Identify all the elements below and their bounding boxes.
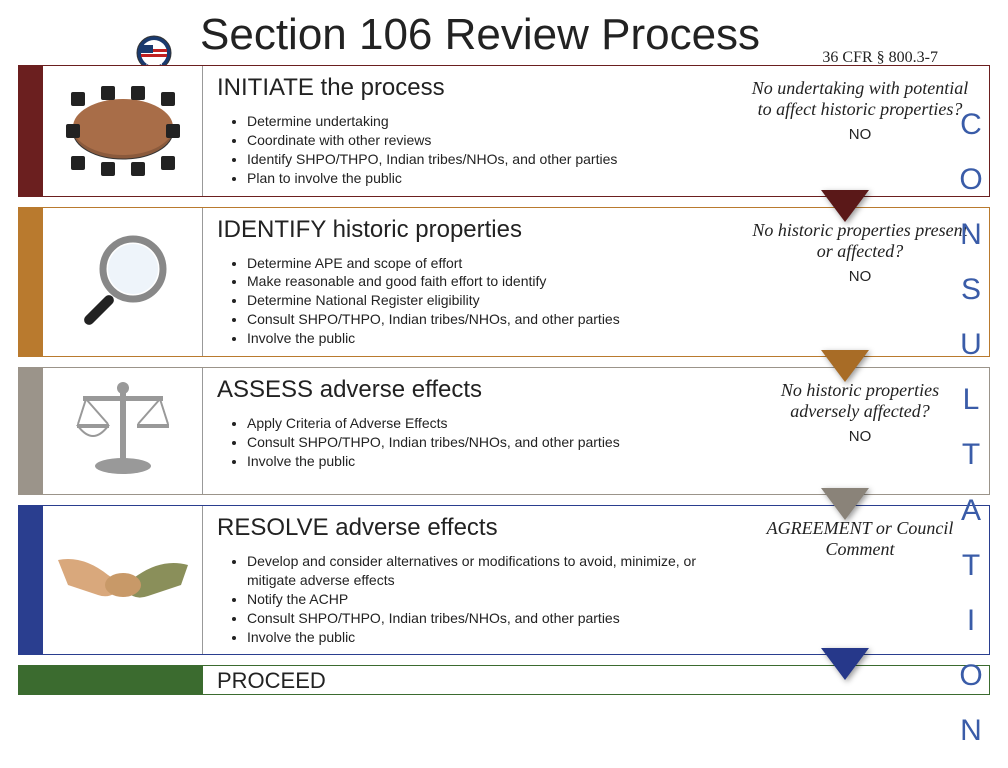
step-color-bar (19, 66, 43, 196)
step-title: RESOLVE adverse effects (217, 514, 745, 542)
step-color-bar (19, 506, 43, 654)
question-text: No historic properties adversely affecte… (751, 380, 969, 422)
steps-container: INITIATE the process Determine undertakin… (0, 65, 1008, 655)
bullet-item: Notify the ACHP (247, 590, 745, 609)
down-arrow-icon (821, 190, 869, 222)
no-label: NO (751, 428, 969, 445)
step-title: INITIATE the process (217, 74, 745, 102)
consultation-letter: O (959, 659, 982, 693)
consultation-letter: L (963, 383, 980, 417)
step-question: No historic properties present or affect… (745, 216, 975, 348)
bullet-item: Develop and consider alternatives or mod… (247, 552, 745, 590)
bullet-item: Determine undertaking (247, 112, 745, 131)
magnifier-icon (43, 208, 203, 356)
handshake-icon (43, 506, 203, 654)
header: ACHP Section 106 Review Process 36 CFR §… (0, 0, 1008, 65)
step-question: AGREEMENT or Council Comment (745, 514, 975, 646)
step-text: ASSESS adverse effects Apply Criteria of … (217, 376, 745, 486)
step-bullets: Determine undertakingCoordinate with oth… (217, 112, 745, 188)
bullet-item: Consult SHPO/THPO, Indian tribes/NHOs, a… (247, 310, 745, 329)
step-text: RESOLVE adverse effects Develop and consi… (217, 514, 745, 646)
step-bullets: Develop and consider alternatives or mod… (217, 552, 745, 646)
step-title: IDENTIFY historic properties (217, 216, 745, 244)
bullet-item: Involve the public (247, 452, 745, 471)
step-3: ASSESS adverse effects Apply Criteria of … (18, 367, 990, 495)
step-bullets: Determine APE and scope of effortMake re… (217, 254, 745, 348)
bullet-item: Consult SHPO/THPO, Indian tribes/NHOs, a… (247, 433, 745, 452)
table-icon (43, 66, 203, 196)
bullet-item: Identify SHPO/THPO, Indian tribes/NHOs, … (247, 150, 745, 169)
consultation-letter: U (960, 328, 982, 362)
question-text: AGREEMENT or Council Comment (751, 518, 969, 560)
step-color-bar (19, 208, 43, 356)
step-content: RESOLVE adverse effects Develop and consi… (203, 506, 989, 654)
down-arrow-icon (821, 488, 869, 520)
consultation-letter: T (962, 438, 980, 472)
consultation-letter: I (967, 604, 975, 638)
proceed-bar (19, 666, 203, 694)
proceed-label: PROCEED (203, 666, 340, 694)
step-content: IDENTIFY historic properties Determine AP… (203, 208, 989, 356)
down-arrow-icon (821, 350, 869, 382)
consultation-letter: T (962, 549, 980, 583)
step-text: IDENTIFY historic properties Determine AP… (217, 216, 745, 348)
step-text: INITIATE the process Determine undertakin… (217, 74, 745, 188)
bullet-item: Consult SHPO/THPO, Indian tribes/NHOs, a… (247, 609, 745, 628)
down-arrow-icon (821, 648, 869, 680)
step-question: No historic properties adversely affecte… (745, 376, 975, 486)
bullet-item: Coordinate with other reviews (247, 131, 745, 150)
step-2: IDENTIFY historic properties Determine AP… (18, 207, 990, 357)
step-content: ASSESS adverse effects Apply Criteria of … (203, 368, 989, 494)
bullet-item: Apply Criteria of Adverse Effects (247, 414, 745, 433)
no-label: NO (751, 126, 969, 143)
consultation-letter: N (960, 218, 982, 252)
no-label: NO (751, 268, 969, 285)
step-4: RESOLVE adverse effects Develop and consi… (18, 505, 990, 655)
step-title: ASSESS adverse effects (217, 376, 745, 404)
consultation-letter: S (961, 273, 981, 307)
bullet-item: Plan to involve the public (247, 169, 745, 188)
step-bullets: Apply Criteria of Adverse EffectsConsult… (217, 414, 745, 471)
consultation-letter: A (961, 494, 981, 528)
bullet-item: Involve the public (247, 628, 745, 647)
consultation-letter: C (960, 108, 982, 142)
consultation-letter: O (959, 163, 982, 197)
question-text: No undertaking with potential to affect … (751, 78, 969, 120)
scales-icon (43, 368, 203, 494)
bullet-item: Determine APE and scope of effort (247, 254, 745, 273)
step-color-bar (19, 368, 43, 494)
question-text: No historic properties present or affect… (751, 220, 969, 262)
step-question: No undertaking with potential to affect … (745, 74, 975, 188)
bullet-item: Make reasonable and good faith effort to… (247, 272, 745, 291)
step-content: INITIATE the process Determine undertakin… (203, 66, 989, 196)
page-title: Section 106 Review Process (200, 10, 760, 60)
step-1: INITIATE the process Determine undertakin… (18, 65, 990, 197)
bullet-item: Determine National Register eligibility (247, 291, 745, 310)
consultation-letter: N (960, 714, 982, 748)
bullet-item: Involve the public (247, 329, 745, 348)
consultation-sidebar: CONSULTATION (952, 108, 990, 748)
